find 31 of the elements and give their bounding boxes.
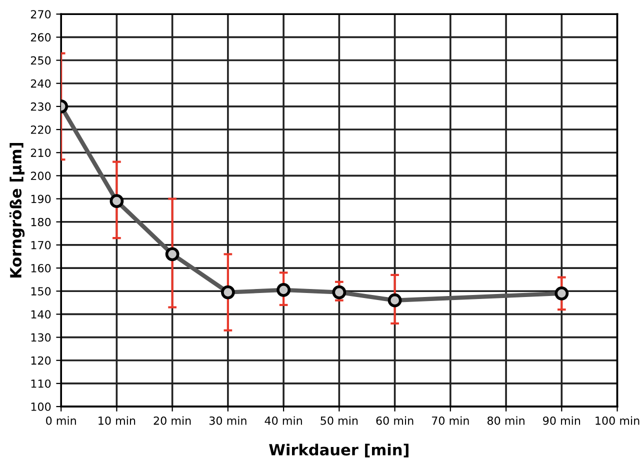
- y-tick-label: 190: [31, 194, 51, 204]
- x-tick-label: 50 min: [320, 416, 358, 425]
- y-tick-label: 130: [31, 333, 51, 342]
- x-tick-label: 70 min: [432, 416, 469, 425]
- y-tick-label: 210: [30, 148, 51, 157]
- x-tick-label: 90 min: [543, 416, 580, 425]
- y-tick-label: 220: [30, 126, 51, 134]
- x-tick-label: 10 min: [98, 416, 136, 425]
- x-tick-label: 40 min: [264, 416, 302, 425]
- x-tick-label: 60 min: [376, 416, 414, 425]
- y-tick-label: 250: [30, 56, 51, 65]
- y-tick-label: 140: [31, 310, 51, 319]
- x-tick-label: 0 min: [46, 416, 76, 425]
- y-tick-label: 260: [30, 33, 51, 42]
- y-tick-label: 150: [31, 287, 51, 296]
- x-tick-label: 100 min: [596, 416, 640, 425]
- y-tick-label: 270: [30, 10, 51, 18]
- y-tick-label: 160: [31, 264, 51, 272]
- x-tick-label: 80 min: [487, 416, 524, 425]
- y-tick-label: 240: [30, 79, 51, 88]
- y-tick-label: 110: [31, 379, 51, 388]
- x-axis-title: Wirkdauer [min]: [269, 444, 408, 458]
- x-tick-label: 30 min: [209, 416, 246, 425]
- y-axis-title: Korngröße [µm]: [9, 143, 25, 278]
- y-tick-label: 120: [31, 356, 51, 365]
- y-tick-label: 100: [31, 402, 51, 411]
- x-tick-label: 20 min: [154, 416, 191, 425]
- y-tick-label: 200: [30, 172, 51, 180]
- y-tick-label: 230: [30, 102, 51, 111]
- y-tick-label: 170: [31, 240, 51, 250]
- y-tick-label: 180: [31, 218, 51, 226]
